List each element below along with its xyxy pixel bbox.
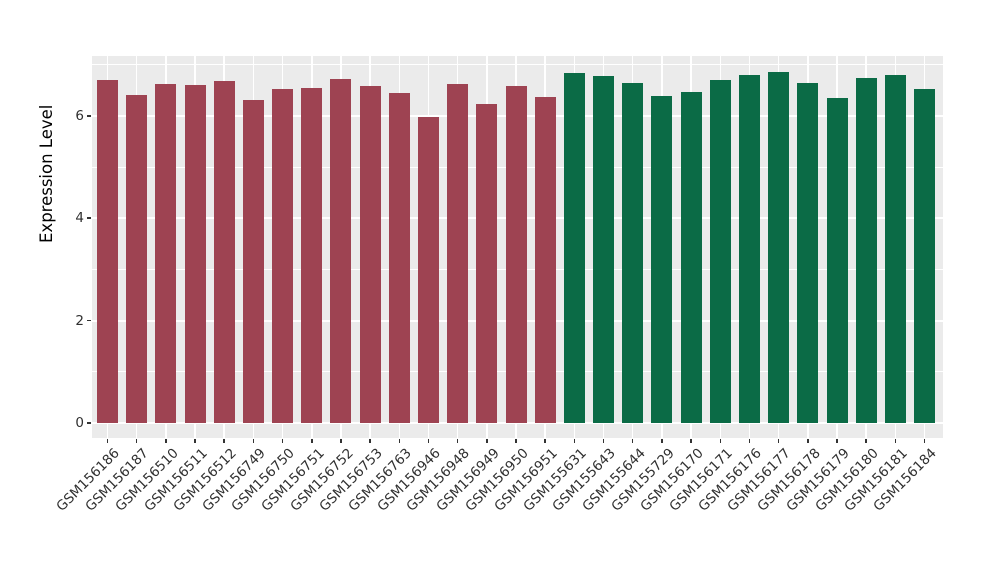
bar (534, 96, 556, 423)
x-tick-mark (573, 439, 576, 443)
x-tick-mark (165, 439, 167, 443)
x-tick-mark (311, 439, 313, 443)
bar (388, 92, 410, 423)
x-tick-mark (398, 439, 401, 443)
bar (884, 74, 906, 423)
x-tick-mark (106, 439, 109, 443)
x-tick-mark (486, 439, 488, 443)
x-tick-mark (194, 439, 196, 443)
bar (417, 117, 439, 423)
bar (330, 79, 352, 423)
bar (738, 75, 760, 423)
bar (505, 86, 527, 423)
x-tick-mark (865, 439, 867, 443)
y-tick-mark (87, 115, 91, 117)
x-tick-mark (894, 439, 897, 443)
x-tick-mark (456, 439, 459, 443)
bar (622, 82, 644, 423)
x-tick-mark (602, 439, 605, 443)
bar (155, 83, 177, 423)
plot-panel (92, 56, 943, 438)
gridline-major-y (92, 422, 943, 424)
y-tick-mark (87, 319, 91, 322)
x-tick-mark (252, 439, 255, 443)
y-tick-mark (87, 217, 91, 219)
x-tick-mark (923, 439, 926, 443)
x-tick-mark (661, 439, 663, 443)
bar (447, 83, 469, 423)
bar (826, 97, 848, 423)
y-tick-label: 2 (75, 312, 84, 329)
x-tick-mark (369, 439, 371, 443)
bar (272, 88, 294, 423)
x-tick-mark (836, 439, 838, 443)
bar (855, 77, 877, 423)
bar (301, 88, 323, 423)
x-tick-mark (427, 439, 430, 443)
gridline-minor-y (92, 64, 943, 66)
x-tick-mark (777, 439, 780, 443)
bar (126, 94, 148, 423)
x-tick-mark (748, 439, 751, 443)
x-tick-mark (690, 439, 692, 443)
x-tick-mark (515, 439, 517, 443)
y-tick-label: 6 (75, 107, 84, 124)
bar (476, 103, 498, 423)
x-tick-mark (631, 439, 634, 443)
x-tick-mark (223, 439, 225, 443)
bar (242, 100, 264, 423)
bar (680, 91, 702, 423)
bar (213, 81, 235, 423)
x-tick-mark (281, 439, 284, 443)
bar (797, 83, 819, 423)
y-tick-label: 0 (75, 415, 84, 431)
bar (184, 84, 206, 423)
bar (914, 88, 936, 423)
x-tick-mark (807, 439, 809, 443)
x-tick-mark (719, 439, 722, 443)
bar (709, 80, 731, 423)
bar (651, 95, 673, 423)
bar (768, 71, 790, 423)
x-tick-mark (340, 439, 342, 443)
bar (97, 80, 118, 423)
y-tick-label: 4 (75, 210, 84, 227)
bar (359, 86, 381, 423)
x-tick-mark (135, 439, 138, 443)
bar (563, 73, 585, 423)
bar (593, 75, 615, 423)
x-tick-mark (544, 439, 546, 443)
y-tick-mark (87, 422, 91, 424)
